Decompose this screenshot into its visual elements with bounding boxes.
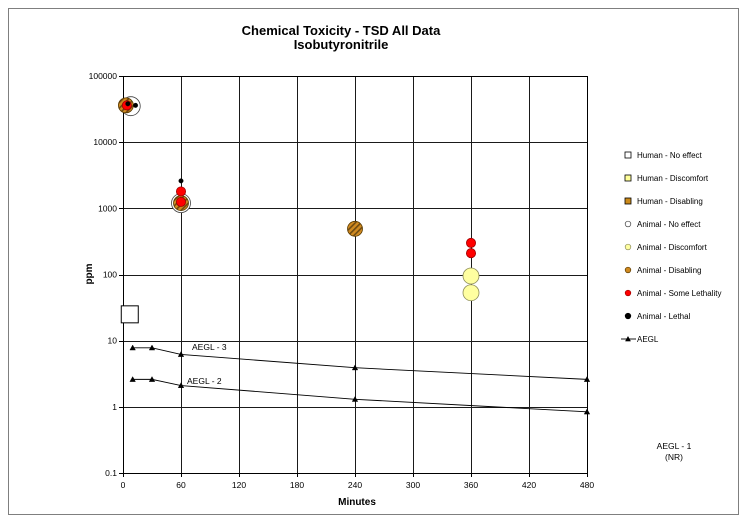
aegl-3-marker	[177, 351, 185, 357]
legend-label: AEGL	[637, 335, 659, 344]
legend-item: Animal - Lethal	[624, 312, 691, 321]
y-tick-label: 0.1	[105, 468, 117, 478]
x-tick-label: 120	[232, 480, 246, 490]
legend-circle-marker	[624, 266, 632, 274]
legend-label: Animal - No effect	[637, 220, 701, 229]
x-tick-label: 240	[348, 480, 362, 490]
gridlines	[123, 76, 588, 474]
legend-square-marker	[624, 151, 632, 159]
y-tick-label: 1	[112, 402, 117, 412]
legend-label: Human - Discomfort	[637, 174, 709, 183]
chart-frame	[8, 8, 739, 515]
legend-label: Human - No effect	[637, 151, 703, 160]
point-animal-disabling	[347, 220, 363, 237]
aegl-lines	[129, 344, 591, 415]
aegl-3-label: AEGL - 3	[192, 342, 227, 352]
chart-subtitle: Isobutyronitrile	[294, 37, 389, 52]
aegl-2-marker	[351, 396, 359, 402]
aegl-2-marker	[177, 382, 185, 388]
point-animal-some-lethality	[175, 196, 186, 207]
legend: Human - No effect Human - Discomfort Human…	[621, 151, 721, 344]
point-animal-lethal	[125, 101, 131, 107]
legend-label: Animal - Discomfort	[637, 243, 708, 252]
x-axis-label: Minutes	[338, 497, 376, 508]
legend-circle-marker	[624, 220, 632, 228]
legend-circle-marker	[624, 312, 632, 320]
legend-square-marker	[624, 174, 632, 182]
legend-item: Human - No effect	[624, 151, 703, 160]
aegl-3-marker	[129, 344, 136, 351]
chart-title: Chemical Toxicity - TSD All Data	[242, 23, 441, 38]
legend-label: Human - Disabling	[637, 197, 703, 206]
aegl-3-marker	[351, 364, 359, 371]
y-tick-label: 1000	[98, 203, 117, 213]
legend-item: Animal - Discomfort	[624, 243, 708, 252]
x-tick-label: 420	[522, 480, 536, 490]
legend-item: Animal - No effect	[624, 220, 701, 229]
aegl-3-marker	[148, 344, 156, 351]
legend-triangle-marker	[625, 335, 631, 342]
legend-label: Animal - Disabling	[637, 266, 701, 275]
point-animal-lethal	[133, 102, 139, 108]
point-animal-some-lethality	[465, 248, 476, 259]
point-animal-some-lethality	[175, 186, 186, 197]
x-tick-label: 360	[464, 480, 478, 490]
legend-label: Animal - Some Lethality	[637, 289, 721, 298]
legend-label: Animal - Lethal	[637, 312, 691, 321]
aegl-1-not-recommended-annotation: (NR)	[665, 452, 683, 462]
legend-item: Animal - Disabling	[624, 266, 701, 275]
point-human-no-effect	[120, 305, 139, 324]
legend-square-marker	[624, 197, 632, 205]
point-animal-discomfort	[462, 284, 480, 302]
legend-item: AEGL	[621, 335, 659, 344]
y-axis-label: ppm	[84, 263, 95, 284]
point-animal-some-lethality	[465, 237, 476, 248]
y-tick-label: 100	[103, 270, 117, 280]
axis-ticks: 0 60 120 180 240 300 360 420 480 0.1 1 10 100 1000 100…	[89, 71, 595, 490]
legend-circle-marker	[624, 243, 632, 251]
aegl-3-marker	[583, 376, 591, 382]
x-tick-label: 480	[580, 480, 594, 490]
point-animal-lethal	[178, 178, 184, 184]
aegl-1-annotation: AEGL - 1	[657, 441, 692, 451]
legend-circle-marker	[624, 289, 632, 297]
y-tick-label: 10	[108, 336, 118, 346]
x-tick-label: 0	[121, 480, 126, 490]
data-points	[118, 96, 480, 324]
y-tick-label: 10000	[93, 137, 117, 147]
aegl-2-marker	[583, 408, 591, 415]
point-animal-discomfort	[462, 267, 480, 285]
aegl-2-marker	[129, 376, 136, 382]
legend-item: Animal - Some Lethality	[624, 289, 721, 298]
x-tick-label: 60	[176, 480, 186, 490]
legend-item: Human - Discomfort	[624, 174, 709, 183]
y-tick-label: 100000	[89, 71, 118, 81]
aegl-2-label: AEGL - 2	[187, 376, 222, 386]
x-tick-label: 180	[290, 480, 304, 490]
x-tick-label: 300	[406, 480, 420, 490]
aegl-2-marker	[148, 376, 156, 382]
legend-item: Human - Disabling	[624, 197, 703, 206]
